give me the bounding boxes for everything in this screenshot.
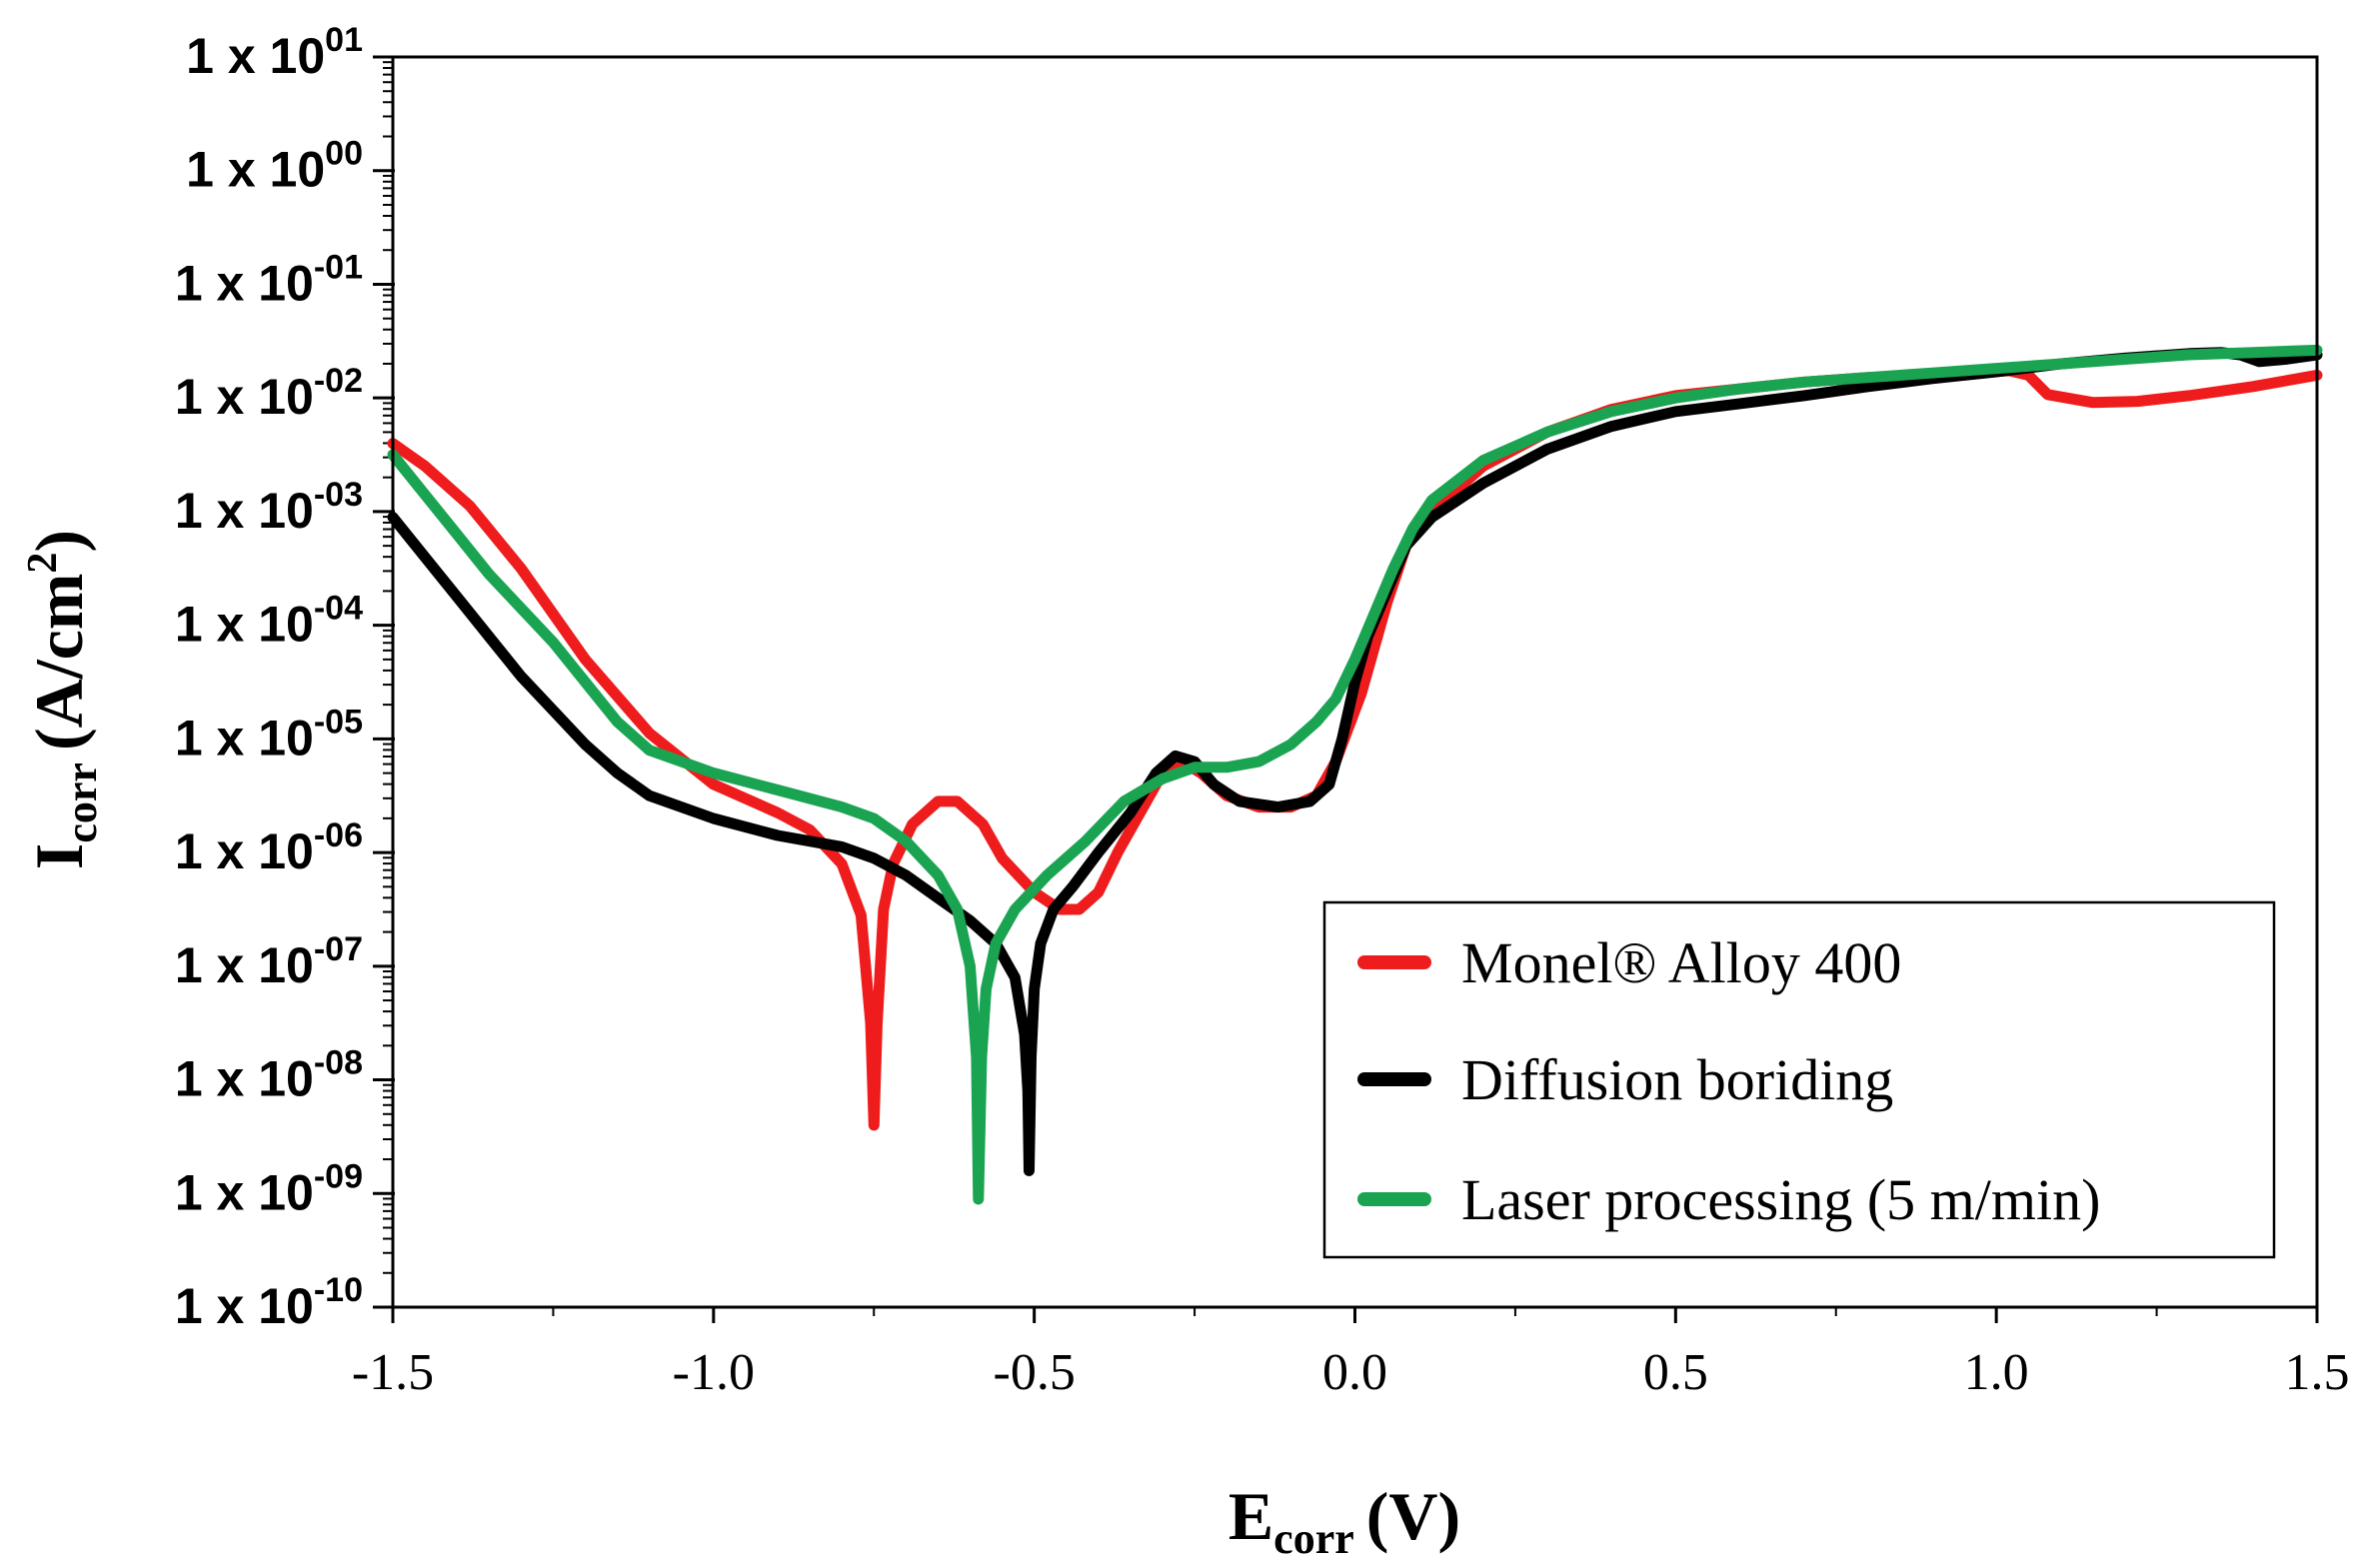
legend-label-boriding: Diffusion boriding [1461, 1047, 1893, 1112]
x-tick-label: -1.5 [352, 1344, 434, 1401]
y-tick-mantissa: 1 x 10 [175, 1278, 314, 1334]
y-axis-title-main: I [21, 843, 97, 869]
y-axis-title-unit-a: (A/cm [21, 574, 97, 751]
x-axis-title-main: E [1228, 1478, 1273, 1554]
series-line-1 [387, 347, 2323, 1176]
series-line-2 [387, 344, 2323, 1205]
y-tick-label: 1 x 10-06 [175, 816, 363, 879]
x-axis-title: Ecorr (V) [1228, 1478, 1460, 1563]
plot-frame [391, 55, 2319, 1309]
y-tick-exponent: 00 [325, 135, 363, 173]
y-axis-title-unit-b: ) [21, 530, 97, 553]
y-tick-mantissa: 1 x 10 [175, 710, 314, 766]
x-tick-label: 0.5 [1643, 1344, 1708, 1401]
y-tick-exponent: -04 [314, 590, 363, 628]
x-axis-title-unit: (V) [1366, 1478, 1460, 1554]
legend-label-laser: Laser processing (5 m/min) [1461, 1167, 2100, 1232]
y-axis-title-sub: corr [57, 763, 106, 843]
y-tick-label: 1 x 10-03 [175, 476, 363, 539]
x-tick-labels: -1.5 -1.0 -0.5 0.0 0.5 1.0 1.5 [352, 1344, 2350, 1401]
y-tick-exponent: -07 [314, 930, 363, 968]
x-tick-label: -1.0 [673, 1344, 755, 1401]
y-tick-mantissa: 1 x 10 [175, 1051, 314, 1107]
y-tick-exponent: -09 [314, 1157, 363, 1195]
y-tick-mantissa: 1 x 10 [175, 597, 314, 653]
x-tick-label: -0.5 [994, 1344, 1076, 1401]
y-tick-exponent: -05 [314, 703, 363, 741]
y-tick-mantissa: 1 x 10 [175, 1164, 314, 1220]
y-tick-label: 1 x 10-10 [175, 1271, 363, 1334]
y-tick-label: 1 x 10-04 [175, 590, 363, 653]
y-tick-label: 1 x 10-01 [175, 248, 363, 311]
y-tick-label: 1 x 1001 [186, 21, 363, 84]
y-tick-mantissa: 1 x 10 [175, 369, 314, 425]
y-tick-label: 1 x 10-02 [175, 362, 363, 425]
x-tick-label: 1.0 [1964, 1344, 2029, 1401]
y-tick-label: 1 x 1000 [186, 135, 363, 198]
y-tick-mantissa: 1 x 10 [175, 483, 314, 539]
y-tick-mantissa: 1 x 10 [186, 142, 325, 198]
legend-label-monel: Monel® Alloy 400 [1461, 930, 1901, 995]
y-tick-mantissa: 1 x 10 [175, 937, 314, 993]
x-tick-label: 1.5 [2285, 1344, 2350, 1401]
y-tick-exponent: 01 [325, 21, 363, 59]
y-tick-label: 1 x 10-07 [175, 930, 363, 993]
x-axis-title-sub: corr [1273, 1514, 1354, 1563]
series-layer [387, 344, 2323, 1205]
y-tick-exponent: -02 [314, 362, 363, 400]
y-tick-mantissa: 1 x 10 [175, 823, 314, 879]
y-tick-label: 1 x 10-08 [175, 1044, 363, 1107]
x-tick-label: 0.0 [1322, 1344, 1387, 1401]
legend-box [1322, 900, 2276, 1259]
y-tick-exponent: -03 [314, 476, 363, 514]
y-tick-exponent: -10 [314, 1271, 363, 1309]
y-tick-exponent: -08 [314, 1044, 363, 1082]
y-tick-exponent: -06 [314, 816, 363, 854]
y-tick-label: 1 x 10-09 [175, 1157, 363, 1220]
axis-ticks [373, 55, 2319, 1323]
y-tick-mantissa: 1 x 10 [175, 255, 314, 311]
y-tick-label: 1 x 10-05 [175, 703, 363, 766]
y-tick-exponent: -01 [314, 248, 363, 286]
y-tick-mantissa: 1 x 10 [186, 28, 325, 84]
y-axis-title: Icorr (A/cm2) [20, 530, 106, 869]
legend: Monel® Alloy 400 Diffusion boriding Lase… [1322, 900, 2276, 1259]
y-axis-title-unit-sup: 2 [20, 553, 66, 574]
